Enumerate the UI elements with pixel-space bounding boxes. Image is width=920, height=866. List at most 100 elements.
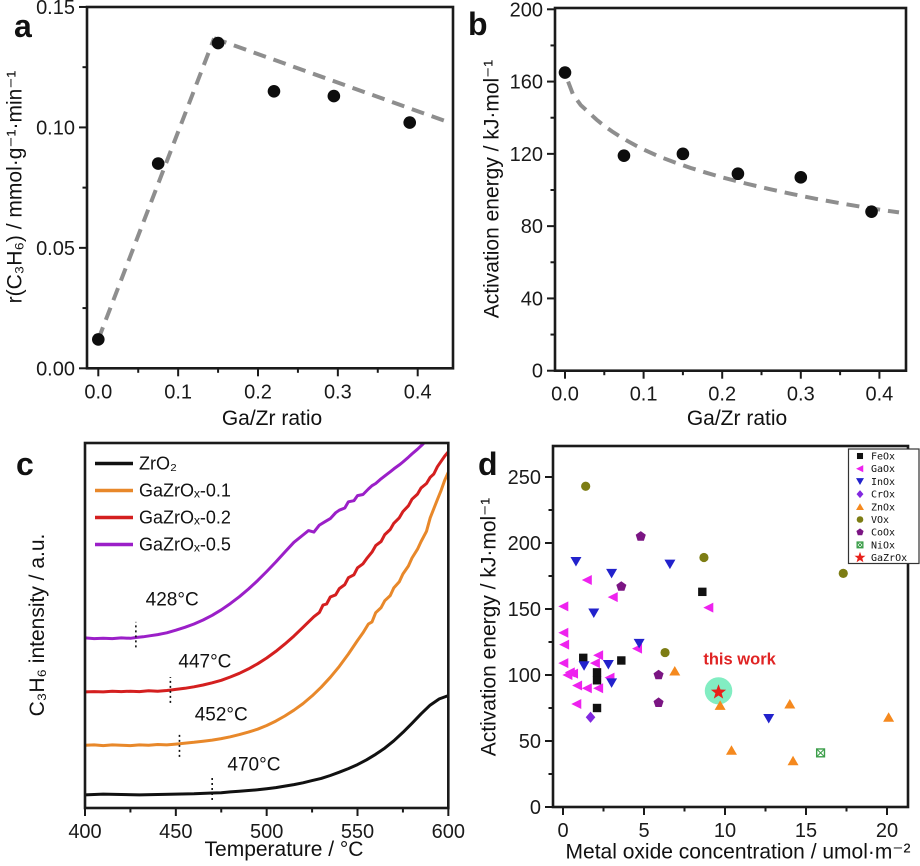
series-FeOx [579,587,707,713]
onset-annotations-c: 428°C 447°C 452°C 470°C [135,589,280,800]
plot-frame-b [553,6,908,373]
svg-text:400: 400 [68,821,101,843]
svg-text:0.00: 0.00 [36,358,75,380]
svg-text:0.10: 0.10 [36,117,75,139]
series-GaZrOx [710,684,727,699]
series-ZrO₂ [85,694,449,797]
data-points-b [558,66,878,218]
panel-c-xlabel: Temperature / °C [204,838,364,861]
svg-text:0.4: 0.4 [404,381,432,403]
series-CrOx [585,711,596,723]
svg-text:470°C: 470°C [227,754,280,775]
panel-letter-c: c [16,446,34,482]
svg-text:428°C: 428°C [146,589,199,610]
trend-line-b [566,80,900,215]
svg-text:10: 10 [714,820,736,842]
svg-text:0.1: 0.1 [630,384,658,406]
axis-ticks-c: 400 450 500 550 600 [68,808,465,843]
svg-text:GaZrOₓ-0.5: GaZrOₓ-0.5 [139,535,231,555]
panel-letter-b: b [468,6,488,42]
panel-b-ylabel: Activation energy / kJ·mol⁻¹ [480,59,504,319]
svg-text:0.0: 0.0 [551,384,579,406]
svg-text:447°C: 447°C [178,651,231,672]
panel-c-ylabel: C₃H₆ intensity / a.u. [26,533,49,717]
svg-text:InOx: InOx [871,477,895,488]
svg-text:ZrO₂: ZrO₂ [139,454,177,474]
axis-ticks-b: 0.0 0.1 0.2 0.3 0.4 0 40 80 120 160 200 [510,0,894,406]
series-ZnOx [669,666,895,766]
svg-text:40: 40 [521,288,543,310]
series-GaOx [558,574,714,710]
legend-c: ZrO₂ GaZrOₓ-0.1 GaZrOₓ-0.2 GaZrOₓ-0.5 [95,454,231,555]
svg-text:600: 600 [432,821,465,843]
series-GaZrOₓ-0.2 [85,450,449,694]
svg-text:0.0: 0.0 [84,381,112,403]
svg-text:150: 150 [508,599,541,621]
series-NiOx [815,748,826,758]
plot-frame-a [85,5,455,370]
panel-d-ylabel: Activation energy / kJ·mol⁻¹ [477,497,501,757]
svg-text:0.1: 0.1 [164,381,192,403]
svg-text:0.2: 0.2 [244,381,272,403]
panel-a-xlabel: Ga/Zr ratio [221,407,323,430]
svg-text:500: 500 [250,821,283,843]
series-lines-c [85,443,449,797]
panel-letter-d: d [478,446,498,482]
panel-d-xlabel: Metal oxide concentration / umol·m⁻² [565,840,911,864]
svg-text:50: 50 [519,731,541,753]
svg-text:0.2: 0.2 [708,384,736,406]
series-GaZrOₓ-0.1 [85,471,449,748]
svg-text:CrOx: CrOx [871,490,895,501]
panel-b-xlabel: Ga/Zr ratio [686,407,788,430]
svg-text:450: 450 [159,821,192,843]
series-GaZrOₓ-0.5 [85,443,427,641]
svg-text:0.3: 0.3 [324,381,352,403]
svg-text:GaOx: GaOx [871,464,895,475]
svg-text:0: 0 [532,361,543,383]
svg-text:100: 100 [508,665,541,687]
svg-text:5: 5 [638,820,649,842]
svg-text:200: 200 [510,0,543,21]
panel-c: 400 450 500 550 600 ZrO₂ GaZrOₓ-0.1 GaZrOₓ-0.2 G… [68,441,465,843]
svg-text:0.15: 0.15 [36,0,75,19]
panel-b: 0.0 0.1 0.2 0.3 0.4 0 40 80 120 160 200 [510,0,908,406]
svg-text:160: 160 [510,72,543,94]
svg-text:ZnOx: ZnOx [871,502,895,513]
panel-a-ylabel: r(C₃H₆) / mmol·g⁻¹·min⁻¹ [3,70,27,304]
series-VOx [581,481,848,658]
series-CoOx [616,531,664,707]
svg-text:15: 15 [795,820,817,842]
svg-text:VOx: VOx [871,515,889,526]
svg-text:80: 80 [521,216,543,238]
svg-text:200: 200 [508,533,541,555]
series-InOx [570,556,775,724]
svg-text:0: 0 [557,820,568,842]
svg-text:0.05: 0.05 [36,238,75,260]
axis-ticks-a: 0.0 0.1 0.2 0.3 0.4 0.00 0.05 0.10 0.15 [36,0,432,403]
panel-a: 0.0 0.1 0.2 0.3 0.4 0.00 0.05 0.10 0.15 [36,0,455,403]
svg-text:250: 250 [508,467,541,489]
this-work-label: this work [703,650,776,668]
svg-text:20: 20 [876,820,898,842]
plot-frame-d [551,444,910,809]
panel-letter-a: a [14,8,32,44]
svg-text:0: 0 [530,797,541,819]
trend-line-a [96,36,451,341]
svg-text:452°C: 452°C [195,704,248,725]
svg-text:NiOx: NiOx [871,540,895,551]
svg-text:GaZrOₓ-0.2: GaZrOₓ-0.2 [139,508,231,528]
svg-text:GaZrOₓ-0.1: GaZrOₓ-0.1 [139,481,231,501]
svg-text:FeOx: FeOx [871,452,895,463]
svg-text:120: 120 [510,144,543,166]
svg-text:GaZrOx: GaZrOx [871,553,907,564]
svg-text:0.3: 0.3 [787,384,815,406]
data-points-a [92,36,417,346]
svg-text:550: 550 [341,821,374,843]
svg-text:CoOx: CoOx [871,528,895,539]
svg-text:0.4: 0.4 [865,384,893,406]
